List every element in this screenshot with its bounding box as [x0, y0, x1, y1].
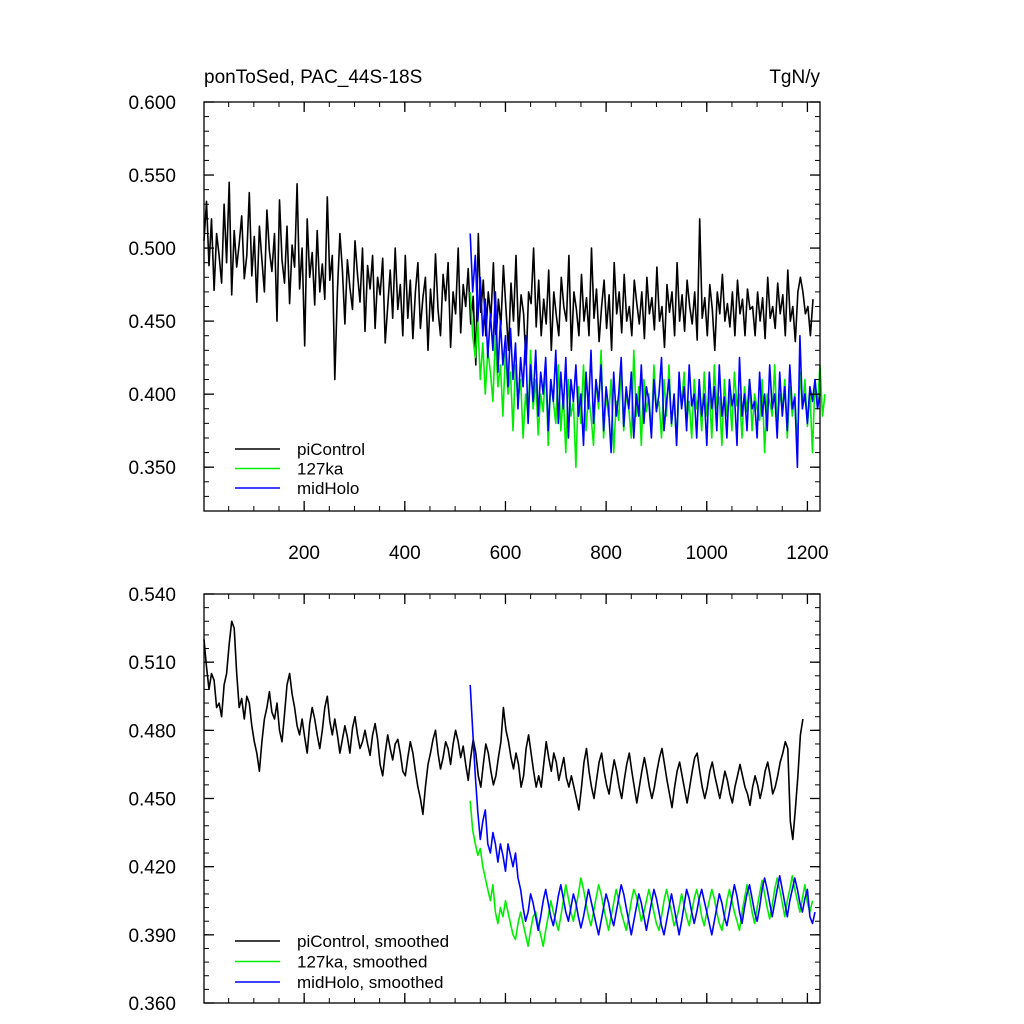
legend-label: 127ka [297, 460, 344, 479]
y-tick-label: 0.510 [128, 653, 176, 674]
x-tick-label: 800 [590, 543, 622, 564]
x-tick-label: 1200 [786, 543, 828, 564]
y-tick-label: 0.390 [128, 926, 176, 947]
top-panel-title: ponToSed, PAC_44S-18S [204, 67, 422, 88]
series-line-0-2 [469, 233, 821, 469]
y-tick-label: 0.400 [128, 385, 176, 406]
legend-label: piControl, smoothed [297, 932, 449, 951]
y-tick-label: 0.360 [128, 994, 176, 1015]
legend-label: piControl [297, 440, 365, 459]
top-panel: ponToSed, PAC_44S-18S TgN/y 0.3500.4000.… [128, 67, 828, 564]
legend-label: 127ka, smoothed [297, 953, 427, 972]
top-plot-area: 0.350 0.400 0.450 0.500 0.550 0.600 200 400 600 8… [128, 93, 828, 564]
x-tick-label: 200 [288, 543, 320, 564]
y-tick-label: 0.550 [128, 166, 176, 187]
x-tick-label: 600 [490, 543, 522, 564]
series-line-1-0 [203, 620, 804, 841]
y-tick-label: 0.480 [128, 721, 176, 742]
series-line-0-0 [203, 181, 814, 381]
legend-label: midHolo, smoothed [297, 973, 443, 992]
legend-label: midHolo [297, 479, 359, 498]
series-line-1-2 [469, 684, 816, 936]
bottom-panel: 0.360 0.390 0.420 0.450 0.480 0.510 0.540 piCon… [128, 585, 821, 1015]
bottom-plot-area: 0.360 0.390 0.420 0.450 0.480 0.510 0.540 piCon… [128, 585, 821, 1015]
y-tick-label: 0.420 [128, 858, 176, 879]
y-tick-label: 0.350 [128, 458, 176, 479]
x-tick-label: 1000 [686, 543, 728, 564]
y-tick-label: 0.540 [128, 585, 176, 606]
y-tick-label: 0.450 [128, 790, 176, 811]
top-panel-units: TgN/y [769, 67, 820, 88]
y-tick-label: 0.500 [128, 239, 176, 260]
series-line-1-1 [469, 800, 814, 948]
x-tick-label: 400 [389, 543, 421, 564]
y-tick-label: 0.450 [128, 312, 176, 333]
y-tick-label: 0.600 [128, 93, 176, 114]
